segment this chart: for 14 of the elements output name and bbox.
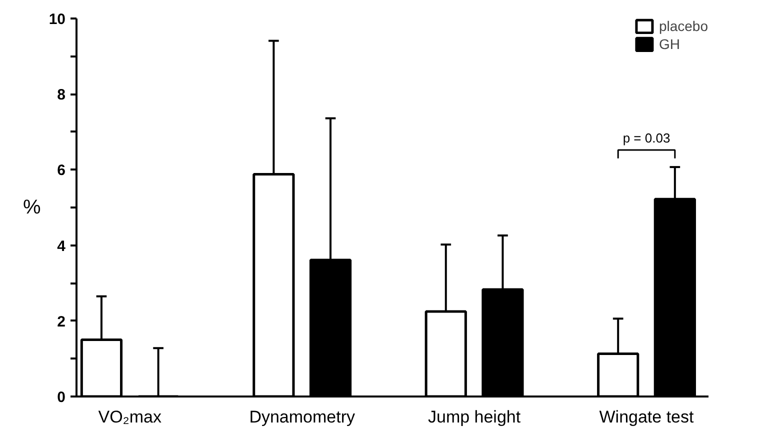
y-tick-label: 4: [57, 238, 66, 255]
y-tick-label: 0: [57, 389, 66, 406]
annotation: p = 0.03: [622, 130, 670, 146]
y-tick-label: 10: [48, 11, 66, 28]
y-tick-label: 2: [57, 313, 66, 330]
x-tick-label: Jump height: [428, 408, 521, 426]
legend-label: placebo: [658, 18, 708, 34]
x-tick-label: Dynamometry: [249, 408, 356, 426]
legend-label: GH: [658, 36, 680, 52]
y-axis-title: %: [23, 196, 42, 218]
y-tick-label: 6: [57, 162, 66, 180]
x-tick-label: Wingate test: [599, 408, 694, 426]
x-tick-label: VO₂max: [98, 408, 162, 426]
y-tick-label: 8: [57, 86, 66, 104]
